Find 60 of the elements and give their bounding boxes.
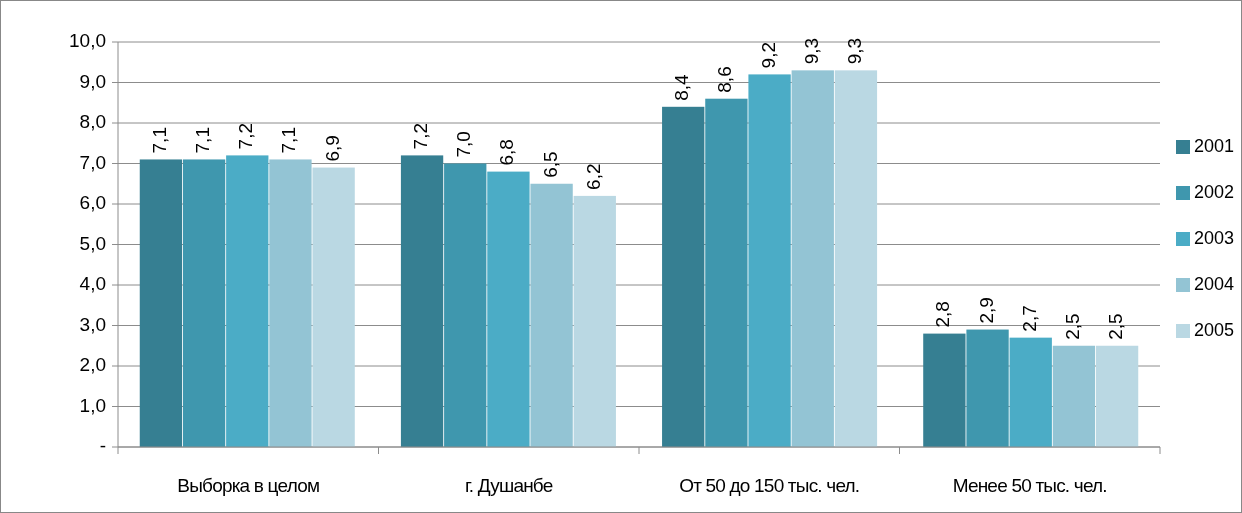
data-label: 6,9 [321,135,343,162]
bar [444,163,487,447]
data-label: 7,1 [192,127,214,154]
bar [573,195,616,447]
bar [269,159,312,447]
bar [312,167,355,447]
data-label: 8,4 [671,73,693,101]
legend-label: 2003 [1194,227,1235,248]
data-label: 7,2 [410,122,432,150]
x-tick-label: Выборка в целом [177,475,320,496]
bar [662,106,705,447]
x-tick-label: Менее 50 тыс. чел. [952,475,1107,496]
data-label: 2,7 [1018,305,1040,332]
bar [1052,345,1096,447]
bar [530,183,573,447]
legend-label: 2005 [1194,319,1235,340]
data-label: 6,2 [582,163,604,190]
y-tick-label: 3,0 [79,313,106,335]
y-tick-label: 9,0 [79,70,106,92]
y-tick-label: 1,0 [79,394,106,416]
legend-label: 2001 [1194,135,1235,156]
data-label: 7,1 [278,127,300,154]
data-label: 9,2 [757,41,779,69]
y-tick-label: 7,0 [79,151,106,173]
legend-label: 2002 [1194,181,1235,202]
x-tick-label: г. Душанбе [465,475,553,496]
data-label: 2,5 [1105,313,1127,340]
data-label: 6,8 [496,139,518,166]
data-label: 2,9 [975,297,997,324]
data-label: 9,3 [843,37,865,65]
bar [182,159,226,447]
y-tick-label: - [99,435,106,457]
y-tick-label: 4,0 [79,273,106,295]
data-label: 2,8 [932,301,954,328]
bar [923,333,966,447]
y-tick-label: 5,0 [79,232,106,254]
data-label: 2,5 [1061,313,1083,340]
bar [226,155,269,447]
bar [487,171,530,447]
bar [139,159,183,447]
data-label: 7,2 [235,122,257,150]
y-tick-label: 8,0 [79,111,106,133]
bar [966,329,1009,447]
data-label: 9,3 [800,37,822,65]
bar [1009,337,1052,447]
data-label: 8,6 [714,66,736,93]
y-tick-label: 2,0 [79,354,106,376]
bar [400,155,444,447]
bar [705,98,748,447]
data-label: 7,1 [148,127,170,154]
data-label: 7,0 [453,131,475,158]
bar [834,70,878,447]
data-label: 6,5 [539,151,561,178]
x-tick-label: От 50 до 150 тыс. чел. [679,475,860,496]
y-tick-label: 10,0 [69,30,106,52]
bar [791,70,834,447]
y-tick-label: 6,0 [79,192,106,214]
bar [748,74,791,447]
bar [1095,345,1139,447]
legend-label: 2004 [1194,273,1235,294]
